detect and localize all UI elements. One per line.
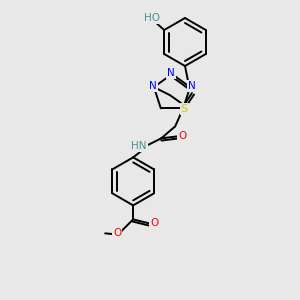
Text: O: O [113,228,121,239]
Text: O: O [150,218,158,228]
Text: S: S [181,104,188,114]
Text: N: N [149,81,157,91]
Text: O: O [178,131,186,141]
Text: HN: HN [131,141,147,152]
Text: N: N [167,68,175,78]
Text: N: N [188,81,196,91]
Text: HO: HO [144,13,160,23]
